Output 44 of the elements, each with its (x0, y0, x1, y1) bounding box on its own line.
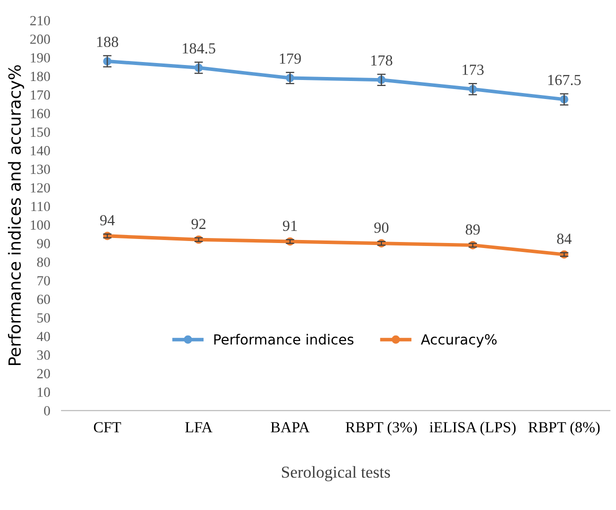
y-tick-label: 10 (38, 388, 50, 397)
y-tick-label: 190 (30, 53, 50, 63)
y-tick-label: 200 (30, 34, 50, 44)
x-tick-label: iELISA (LPS) (430, 422, 516, 436)
y-tick-label: 90 (37, 238, 50, 248)
data-label: 188 (97, 36, 118, 48)
y-tick-label: 0 (44, 406, 50, 416)
y-tick-label: 60 (37, 294, 50, 304)
data-label: 89 (466, 224, 480, 235)
data-label: 84 (557, 234, 572, 244)
y-tick-label: 100 (30, 220, 50, 230)
y-tick-label: 40 (36, 332, 50, 342)
data-label: 184.5 (182, 43, 216, 54)
x-tick-label: BAPA (270, 422, 310, 432)
data-label: 179 (280, 53, 301, 64)
y-tick-label: 180 (30, 72, 50, 82)
x-tick-label: LFA (185, 422, 212, 432)
y-tick-label: 130 (30, 164, 50, 174)
data-label: 91 (282, 220, 297, 231)
data-label: 167.5 (548, 74, 581, 86)
y-tick-label: 170 (30, 90, 50, 100)
x-axis-title: Serological tests (282, 466, 390, 482)
y-tick-label: 70 (38, 276, 50, 286)
y-tick-label: 110 (31, 202, 50, 212)
y-tick-label: 150 (30, 127, 50, 137)
y-axis-title: Performance indices and accuracy% (8, 65, 24, 366)
y-tick-label: 30 (37, 350, 50, 360)
legend-label: Performance indices (214, 334, 354, 345)
x-tick-label: RBPT (8%) (528, 422, 600, 436)
y-tick-label: 50 (37, 313, 50, 323)
y-tick-label: 210 (30, 16, 50, 26)
x-tick-label: RBPT (3%) (346, 422, 417, 436)
y-tick-label: 120 (30, 183, 50, 193)
data-label: 90 (374, 222, 388, 233)
x-tick-label: CFT (94, 422, 122, 432)
data-label: 178 (371, 55, 392, 66)
data-label: 94 (100, 215, 115, 226)
data-label: 173 (462, 64, 484, 75)
y-tick-label: 140 (30, 146, 50, 156)
y-tick-label: 80 (37, 258, 50, 267)
y-tick-label: 20 (37, 368, 50, 378)
y-tick-label: 160 (30, 108, 50, 118)
legend-label: Accuracy% (420, 334, 497, 348)
data-label: 92 (192, 218, 206, 230)
